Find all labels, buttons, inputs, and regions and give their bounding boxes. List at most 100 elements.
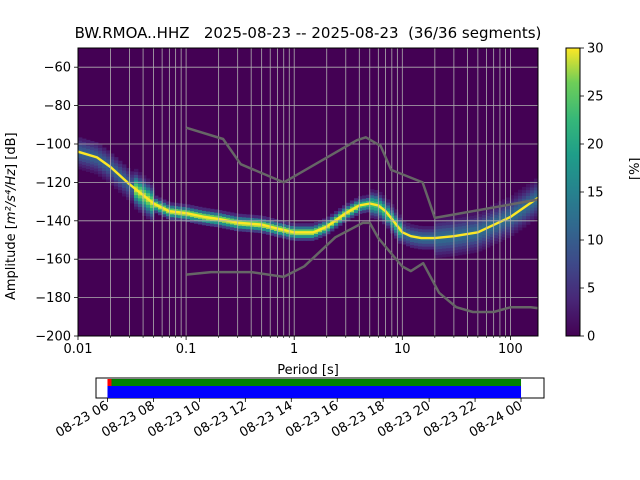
density-cell (482, 220, 487, 224)
density-cell (134, 180, 139, 184)
density-cell (522, 198, 527, 202)
density-cell (450, 224, 455, 228)
density-cell (434, 223, 439, 227)
density-cell (130, 177, 135, 181)
density-cell (446, 244, 451, 249)
density-cell (450, 232, 455, 237)
density-cell (490, 239, 495, 243)
density-cell (286, 224, 291, 228)
density-cell (162, 202, 167, 206)
density-cell (510, 218, 515, 222)
density-cell (110, 165, 115, 169)
density-cell (110, 182, 115, 186)
density-cell (342, 216, 347, 221)
density-cell (158, 197, 163, 201)
density-cell (510, 212, 515, 216)
density-cell (346, 205, 351, 209)
density-cell (434, 225, 439, 230)
density-cell (342, 208, 347, 212)
density-cell (242, 225, 247, 229)
density-cell (118, 163, 123, 167)
density-cell (458, 228, 463, 233)
density-cell (94, 162, 99, 166)
density-cell (94, 148, 99, 152)
density-cell (150, 213, 155, 217)
density-cell (270, 220, 275, 225)
density-cell (122, 170, 127, 174)
density-cell (78, 166, 83, 170)
density-cell (450, 250, 455, 254)
density-cell (214, 209, 219, 213)
density-cell (494, 217, 499, 221)
density-cell (82, 158, 87, 163)
density-cell (294, 234, 299, 238)
density-cell (290, 228, 295, 232)
density-cell (94, 153, 99, 158)
density-cell (350, 211, 355, 216)
density-cell (250, 229, 255, 233)
density-cell (170, 205, 175, 209)
density-cell (98, 144, 103, 148)
density-cell (398, 237, 403, 241)
density-cell (310, 234, 315, 238)
density-cell (110, 153, 115, 157)
density-cell (346, 217, 351, 221)
density-cell (530, 210, 535, 214)
density-cell (166, 212, 171, 217)
density-cell (274, 224, 279, 229)
density-cell (434, 228, 439, 233)
density-cell (442, 239, 447, 243)
colorbar-tick-label: 0 (587, 330, 595, 345)
density-cell (134, 194, 139, 199)
density-cell (370, 209, 375, 213)
density-cell (90, 169, 95, 174)
y-tick-label: −80 (44, 99, 71, 114)
density-cell (86, 159, 91, 164)
density-cell (114, 162, 119, 167)
density-cell (454, 241, 459, 245)
density-cell (230, 212, 235, 216)
density-cell (138, 172, 143, 176)
density-cell (530, 195, 535, 199)
density-cell (98, 167, 103, 171)
density-cell (442, 251, 447, 255)
density-cell (438, 242, 443, 247)
density-cell (202, 210, 207, 214)
density-cell (422, 234, 427, 238)
density-cell (206, 211, 211, 215)
density-cell (478, 233, 483, 237)
density-cell (446, 230, 451, 234)
density-cell (522, 218, 527, 222)
density-cell (462, 219, 467, 223)
density-cell (142, 175, 147, 179)
density-cell (322, 224, 327, 228)
density-cell (342, 205, 347, 209)
density-cell (514, 221, 519, 225)
density-cell (362, 198, 367, 202)
density-cell (418, 240, 423, 244)
density-cell (254, 215, 259, 219)
density-cell (162, 213, 167, 218)
density-cell (446, 253, 451, 257)
density-cell (430, 226, 435, 230)
density-cell (254, 226, 259, 230)
density-cell (134, 206, 139, 210)
density-cell (482, 217, 487, 221)
density-cell (502, 207, 507, 212)
density-cell (470, 241, 475, 245)
density-cell (262, 216, 267, 220)
density-cell (378, 203, 383, 207)
density-cell (378, 200, 383, 204)
density-cell (494, 237, 499, 241)
density-cell (490, 236, 495, 240)
density-cell (266, 217, 271, 221)
density-cell (506, 223, 511, 227)
density-cell (114, 174, 119, 178)
density-cell (526, 189, 531, 194)
density-cell (234, 227, 239, 231)
density-cell (206, 222, 211, 226)
density-cell (246, 214, 251, 218)
density-cell (270, 218, 275, 222)
density-cell (382, 218, 387, 222)
density-cell (418, 225, 423, 230)
